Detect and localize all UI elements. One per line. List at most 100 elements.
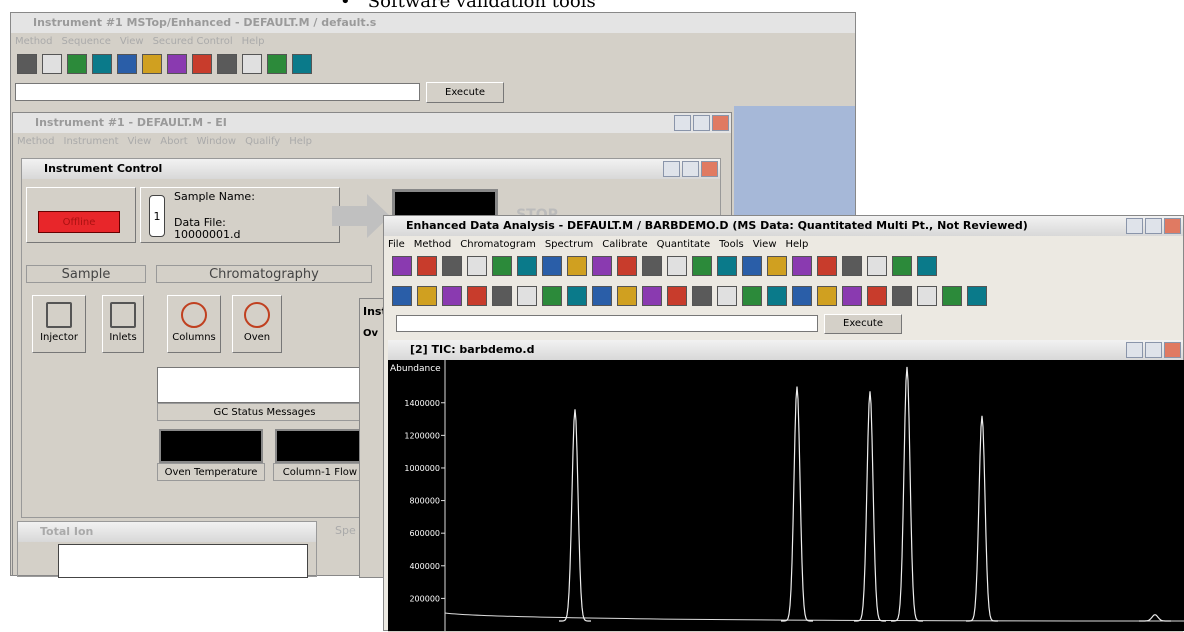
window-buttons[interactable] — [1124, 342, 1181, 361]
toolbar-icon[interactable] — [467, 256, 487, 276]
menu-item[interactable]: View — [753, 239, 777, 250]
menu-item[interactable]: Sequence — [62, 36, 111, 47]
status-box — [157, 367, 372, 403]
toolbar-icon[interactable] — [967, 286, 987, 306]
toolbar-icon[interactable] — [642, 286, 662, 306]
toolbar-icon[interactable] — [917, 286, 937, 306]
toolbar-icon[interactable] — [442, 286, 462, 306]
y-tick-label: 800000 — [409, 497, 440, 506]
toolbar-icon[interactable] — [717, 256, 737, 276]
menu-item[interactable]: View — [120, 36, 144, 47]
toolbar-icon[interactable] — [767, 256, 787, 276]
gc-status: GC Status Messages — [157, 403, 372, 421]
tab-sample[interactable]: Sample — [26, 265, 146, 283]
toolbar-icon[interactable] — [217, 54, 237, 74]
tool-button[interactable]: Injector — [32, 295, 86, 353]
toolbar-icon[interactable] — [92, 54, 112, 74]
toolbar-icon[interactable] — [192, 54, 212, 74]
toolbar-icon[interactable] — [592, 256, 612, 276]
toolbar-icon[interactable] — [67, 54, 87, 74]
toolbar-icon[interactable] — [667, 286, 687, 306]
analysis-combo[interactable] — [396, 315, 818, 332]
toolbar-icon[interactable] — [792, 286, 812, 306]
toolbar-icon[interactable] — [867, 286, 887, 306]
toolbar-icon[interactable] — [467, 286, 487, 306]
toolbar-icon[interactable] — [742, 286, 762, 306]
toolbar-icon[interactable] — [417, 286, 437, 306]
toolbar-icon[interactable] — [167, 54, 187, 74]
menu-item[interactable]: Quantitate — [657, 239, 711, 250]
toolbar-icon[interactable] — [667, 256, 687, 276]
tool-button[interactable]: Columns — [167, 295, 221, 353]
toolbar-icon[interactable] — [542, 256, 562, 276]
toolbar-icon[interactable] — [867, 256, 887, 276]
window-buttons[interactable] — [661, 161, 718, 180]
menu-item[interactable]: Tools — [719, 239, 744, 250]
toolbar-icon[interactable] — [492, 286, 512, 306]
toolbar-icon[interactable] — [892, 286, 912, 306]
toolbar-icon[interactable] — [617, 256, 637, 276]
window-buttons[interactable] — [1124, 218, 1181, 237]
toolbar-icon[interactable] — [942, 286, 962, 306]
toolbar-icon[interactable] — [592, 286, 612, 306]
toolbar-icon[interactable] — [142, 54, 162, 74]
toolbar-icon[interactable] — [517, 256, 537, 276]
toolbar-icon[interactable] — [492, 256, 512, 276]
toolbar-icon[interactable] — [892, 256, 912, 276]
toolbar-icon[interactable] — [817, 256, 837, 276]
toolbar-icon[interactable] — [742, 256, 762, 276]
tool-button[interactable]: Inlets — [102, 295, 144, 353]
toolbar-icon[interactable] — [567, 256, 587, 276]
menu-item[interactable]: Help — [289, 136, 312, 147]
toolbar-icon[interactable] — [817, 286, 837, 306]
menu-item[interactable]: Instrument — [64, 136, 119, 147]
menu-item[interactable]: Help — [786, 239, 809, 250]
toolbar-icon[interactable] — [17, 54, 37, 74]
toolbar-icon[interactable] — [842, 256, 862, 276]
toolbar-icon[interactable] — [767, 286, 787, 306]
menu-item[interactable]: Window — [197, 136, 236, 147]
tool-label: Oven — [233, 332, 281, 343]
toolbar-icon[interactable] — [917, 256, 937, 276]
toolbar-icon[interactable] — [42, 54, 62, 74]
toolbar-icon[interactable] — [717, 286, 737, 306]
main-combo[interactable] — [15, 83, 420, 101]
main-title: Instrument #1 MSTop/Enhanced - DEFAULT.M… — [11, 13, 855, 33]
toolbar-icon[interactable] — [542, 286, 562, 306]
y-tick-label: 200000 — [409, 594, 440, 603]
menu-item[interactable]: Method — [17, 136, 55, 147]
toolbar-icon[interactable] — [517, 286, 537, 306]
toolbar-icon[interactable] — [392, 286, 412, 306]
menu-item[interactable]: Method — [15, 36, 53, 47]
toolbar-icon[interactable] — [117, 54, 137, 74]
tab-chromatography[interactable]: Chromatography — [156, 265, 372, 283]
tool-button[interactable]: Oven — [232, 295, 282, 353]
toolbar-icon[interactable] — [617, 286, 637, 306]
toolbar-icon[interactable] — [642, 256, 662, 276]
menu-item[interactable]: Help — [242, 36, 265, 47]
toolbar-icon[interactable] — [417, 256, 437, 276]
menu-item[interactable]: Abort — [160, 136, 187, 147]
toolbar-icon[interactable] — [442, 256, 462, 276]
menu-item[interactable]: Qualify — [245, 136, 280, 147]
main-execute[interactable]: Execute — [426, 82, 504, 103]
menu-item[interactable]: File — [388, 239, 405, 250]
menu-item[interactable]: Chromatogram — [460, 239, 536, 250]
analysis-execute[interactable]: Execute — [824, 314, 902, 334]
analysis-menu: File Method Chromatogram Spectrum Calibrate Q… — [384, 236, 1183, 253]
toolbar-icon[interactable] — [292, 54, 312, 74]
toolbar-icon[interactable] — [692, 256, 712, 276]
toolbar-icon[interactable] — [692, 286, 712, 306]
window-buttons[interactable] — [672, 115, 729, 134]
menu-item[interactable]: Method — [414, 239, 452, 250]
toolbar-icon[interactable] — [792, 256, 812, 276]
toolbar-icon[interactable] — [267, 54, 287, 74]
toolbar-icon[interactable] — [242, 54, 262, 74]
menu-item[interactable]: Calibrate — [602, 239, 647, 250]
menu-item[interactable]: Spectrum — [545, 239, 593, 250]
toolbar-icon[interactable] — [842, 286, 862, 306]
menu-item[interactable]: View — [128, 136, 152, 147]
toolbar-icon[interactable] — [567, 286, 587, 306]
menu-item[interactable]: Secured Control — [153, 36, 233, 47]
toolbar-icon[interactable] — [392, 256, 412, 276]
